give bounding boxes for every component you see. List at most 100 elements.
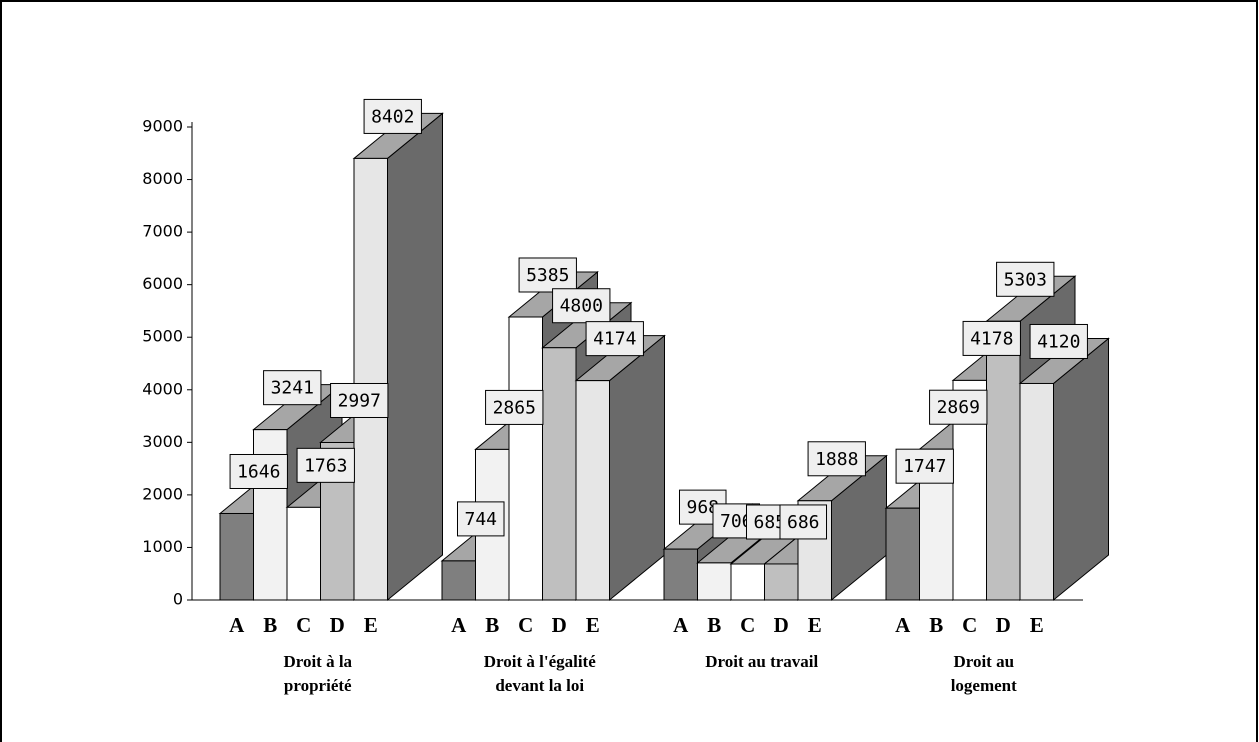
value-label-text: 4800	[560, 296, 603, 317]
bar-front	[542, 347, 577, 601]
bar-front	[986, 320, 1021, 601]
bar-front	[764, 563, 799, 601]
category-label: propriété	[284, 676, 352, 695]
series-label: E	[808, 613, 822, 637]
series-label: D	[774, 613, 789, 637]
value-label-box	[929, 389, 988, 425]
series-label: E	[586, 613, 600, 637]
series-label: D	[330, 613, 345, 637]
value-label: 1763	[296, 447, 355, 483]
y-tick-label: 1000	[142, 537, 183, 556]
bar-side	[387, 112, 443, 602]
value-label-text: 3241	[271, 378, 314, 399]
value-label-box	[962, 320, 1021, 356]
series-label: B	[263, 613, 277, 637]
series-label: A	[895, 613, 911, 637]
y-tick-label: 6000	[142, 274, 183, 293]
category-label: logement	[951, 676, 1017, 695]
value-label: 5303	[996, 261, 1055, 297]
bar-front	[219, 512, 254, 601]
value-label-text: 2869	[937, 397, 980, 418]
value-label-text: 4174	[593, 329, 636, 350]
series-label: E	[1030, 613, 1044, 637]
value-label: 1646	[229, 453, 288, 489]
bar-front	[730, 563, 765, 601]
y-tick-label: 8000	[142, 169, 183, 188]
value-label-box	[263, 370, 322, 406]
value-label: 5385	[518, 257, 577, 293]
bar	[352, 112, 444, 602]
value-label-box	[456, 501, 505, 537]
value-label-box	[779, 504, 828, 540]
y-tick-label: 2000	[142, 484, 183, 503]
series-label: A	[451, 613, 467, 637]
value-label-text: 8402	[371, 106, 414, 127]
series-label: D	[552, 613, 567, 637]
y-tick-label: 7000	[142, 222, 183, 241]
bar-side	[1053, 337, 1109, 602]
value-label-text: 1763	[304, 455, 347, 476]
bar	[1018, 337, 1110, 602]
series-label: B	[707, 613, 721, 637]
series-label: C	[962, 613, 977, 637]
series-label: A	[673, 613, 689, 637]
value-label-text: 706	[720, 511, 753, 532]
bar-front	[663, 548, 698, 601]
series-label: C	[518, 613, 533, 637]
category-label: Droit au	[953, 652, 1014, 671]
value-label-box	[330, 382, 389, 418]
series-label: B	[929, 613, 943, 637]
series-label: C	[296, 613, 311, 637]
bar-front	[353, 157, 388, 601]
value-label-text: 5303	[1004, 269, 1047, 290]
value-label: 8402	[363, 98, 422, 134]
value-label-box	[518, 257, 577, 293]
value-label-box	[485, 389, 544, 425]
value-label: 1747	[895, 448, 954, 484]
series-label: E	[364, 613, 378, 637]
value-label-box	[363, 98, 422, 134]
y-tick-label: 0	[173, 590, 183, 609]
value-label-text: 1646	[237, 461, 280, 482]
category-label: devant la loi	[495, 676, 584, 695]
bar-side	[609, 334, 665, 602]
value-label-box	[996, 261, 1055, 297]
series-label: D	[996, 613, 1011, 637]
y-tick-label: 5000	[142, 327, 183, 346]
value-label: 3241	[263, 370, 322, 406]
bar-front	[508, 316, 543, 601]
series-label: C	[740, 613, 755, 637]
series-label: A	[229, 613, 245, 637]
bar-front	[697, 562, 732, 601]
value-label: 4178	[962, 320, 1021, 356]
value-label-box	[552, 288, 611, 324]
y-tick-label: 9000	[142, 117, 183, 136]
value-label-box	[585, 321, 644, 357]
value-label: 2865	[485, 389, 544, 425]
value-label: 2997	[330, 382, 389, 418]
value-label-text: 5385	[526, 265, 569, 286]
value-label: 744	[456, 501, 505, 537]
value-label: 686	[779, 504, 828, 540]
value-label-text: 4120	[1037, 331, 1080, 352]
value-label: 4174	[585, 321, 644, 357]
category-label: Droit à l'égalité	[484, 652, 596, 671]
value-label-text: 2997	[338, 390, 381, 411]
bar-front	[286, 506, 321, 601]
value-label-text: 686	[787, 512, 820, 533]
bar-front	[1019, 382, 1054, 601]
value-label-box	[1029, 323, 1088, 359]
value-label: 4800	[552, 288, 611, 324]
value-label: 4120	[1029, 323, 1088, 359]
value-label-text: 2865	[493, 397, 536, 418]
bar-front	[575, 380, 610, 601]
value-label-text: 4178	[970, 328, 1013, 349]
y-tick-label: 3000	[142, 432, 183, 451]
value-label: 2869	[929, 389, 988, 425]
value-label-text: 1888	[815, 449, 858, 470]
value-label-text: 744	[464, 509, 497, 530]
bar-front	[885, 507, 920, 601]
value-label: 1888	[807, 441, 866, 477]
